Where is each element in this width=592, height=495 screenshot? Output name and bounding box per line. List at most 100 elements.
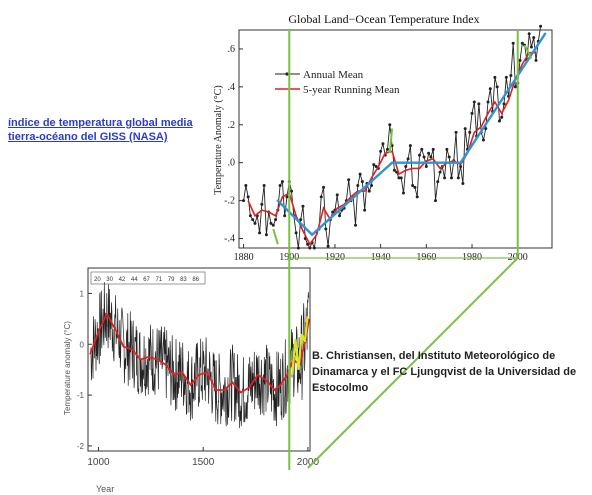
- green-highlight-mark: [523, 44, 533, 59]
- bottom-x-tick-label: 2000: [297, 457, 320, 468]
- annual-mean-point: [532, 36, 536, 40]
- annual-mean-point: [401, 191, 405, 195]
- running-mean-line: [247, 51, 536, 246]
- bottom-header-label: 71: [156, 277, 163, 283]
- bottom-x-ticks: 1000 1500 2000: [87, 447, 319, 468]
- annual-mean-point: [379, 149, 383, 153]
- annual-mean-point: [354, 223, 358, 227]
- annual-mean-point: [301, 204, 305, 208]
- bottom-header-labels: 20 30 42 44 67 71 79 83 86: [94, 277, 200, 283]
- annual-mean-point: [271, 223, 275, 227]
- bottom-y-tick-label: 1: [80, 289, 85, 298]
- annual-mean-point: [370, 183, 374, 187]
- annual-mean-point: [449, 176, 453, 180]
- annual-mean-point: [511, 41, 515, 45]
- annual-mean-point: [488, 87, 492, 91]
- annual-mean-point: [468, 130, 472, 134]
- green-highlight-mark: [388, 128, 394, 154]
- annual-mean-point: [472, 100, 476, 104]
- annual-mean-point: [319, 195, 323, 199]
- proxy-smooth-line: [89, 311, 310, 394]
- annual-mean-point: [509, 73, 513, 77]
- annual-mean-point: [356, 183, 360, 187]
- annual-mean-point: [280, 180, 284, 184]
- green-highlight-mark: [272, 228, 279, 245]
- bottom-x-tick-label: 1500: [192, 457, 215, 468]
- annual-mean-point: [324, 227, 328, 231]
- bottom-y-axis-label: Temperature anomaly (°C): [63, 321, 72, 415]
- annual-mean-point: [484, 127, 488, 131]
- annual-mean-point: [431, 147, 435, 151]
- annual-mean-point: [527, 32, 531, 36]
- bottom-y-tick-label: 0: [80, 340, 85, 349]
- annual-mean-point: [463, 127, 467, 131]
- annual-mean-point: [477, 102, 481, 106]
- annual-mean-point: [429, 155, 433, 159]
- annual-mean-point: [445, 147, 449, 151]
- trend-overlay-line: [276, 32, 547, 237]
- annual-mean-point: [500, 115, 504, 119]
- annual-mean-point: [454, 130, 458, 134]
- annual-mean-point: [399, 176, 403, 180]
- bottom-series-group: [89, 282, 310, 429]
- top-chart-title: Global Land−Ocean Temperature Index: [288, 12, 479, 26]
- bottom-plot-frame: [87, 267, 311, 452]
- annual-mean-point: [529, 45, 533, 49]
- annual-mean-point: [459, 164, 463, 168]
- annual-mean-point: [262, 183, 266, 187]
- annual-mean-point: [326, 244, 330, 248]
- annual-mean-point: [269, 221, 273, 225]
- bottom-x-tick-label: 1000: [87, 457, 110, 468]
- annual-mean-point: [296, 246, 300, 250]
- legend-annual-marker: [285, 72, 289, 76]
- bottom-header-label: 79: [168, 277, 175, 283]
- annual-mean-point: [502, 102, 506, 106]
- giss-link[interactable]: índice de temperatura global media tierr…: [8, 117, 193, 143]
- annual-mean-point: [518, 58, 522, 62]
- credit-text: B. Christiansen, del Instituto Meteoroló…: [312, 350, 577, 394]
- annual-mean-point: [392, 168, 396, 172]
- annual-mean-point: [495, 85, 499, 89]
- annual-mean-point: [358, 172, 362, 176]
- annual-mean-point: [331, 210, 335, 214]
- annual-mean-point: [248, 214, 252, 218]
- annual-mean-point: [408, 144, 412, 148]
- annual-mean-point: [306, 242, 310, 246]
- top-y-tick-label: .6: [228, 44, 236, 55]
- annual-mean-point: [308, 246, 312, 250]
- bottom-header-label: 86: [192, 277, 199, 283]
- annual-mean-point: [470, 111, 474, 115]
- connector-line-diagonal: [307, 257, 519, 469]
- top-y-axis-label: Temperature Anomaly (°C): [213, 85, 224, 194]
- annual-mean-point: [372, 163, 376, 167]
- annual-mean-point: [438, 170, 442, 174]
- bottom-header-label: 42: [119, 277, 126, 283]
- annual-mean-point: [374, 164, 378, 168]
- annual-mean-point: [294, 231, 298, 235]
- annual-mean-point: [260, 202, 264, 206]
- annual-mean-point: [290, 189, 294, 193]
- top-plot-frame: [238, 29, 553, 249]
- bottom-y-tick-label: -1: [77, 391, 85, 400]
- annual-mean-point: [246, 195, 250, 199]
- annual-mean-point: [397, 176, 401, 180]
- bottom-header-box: [90, 271, 206, 285]
- bottom-header-label: 67: [143, 277, 150, 283]
- annual-mean-point: [367, 189, 371, 193]
- annual-mean-point: [253, 221, 257, 225]
- annual-mean-point: [415, 195, 419, 199]
- annual-mean-point: [422, 155, 426, 159]
- annual-mean-point: [504, 75, 508, 79]
- annual-mean-point: [413, 185, 417, 189]
- annual-mean-point: [461, 182, 465, 186]
- annual-mean-point: [244, 183, 248, 187]
- annual-mean-point: [388, 123, 392, 127]
- bottom-y-ticks: 1 0 -1 -2: [77, 289, 92, 451]
- top-series-group: [242, 24, 547, 250]
- annual-mean-point: [264, 233, 268, 237]
- top-legend: Annual Mean 5-year Running Mean: [275, 69, 400, 96]
- annual-mean-point: [447, 155, 451, 159]
- annual-mean-point: [520, 41, 524, 45]
- bottom-header-label: 83: [180, 277, 187, 283]
